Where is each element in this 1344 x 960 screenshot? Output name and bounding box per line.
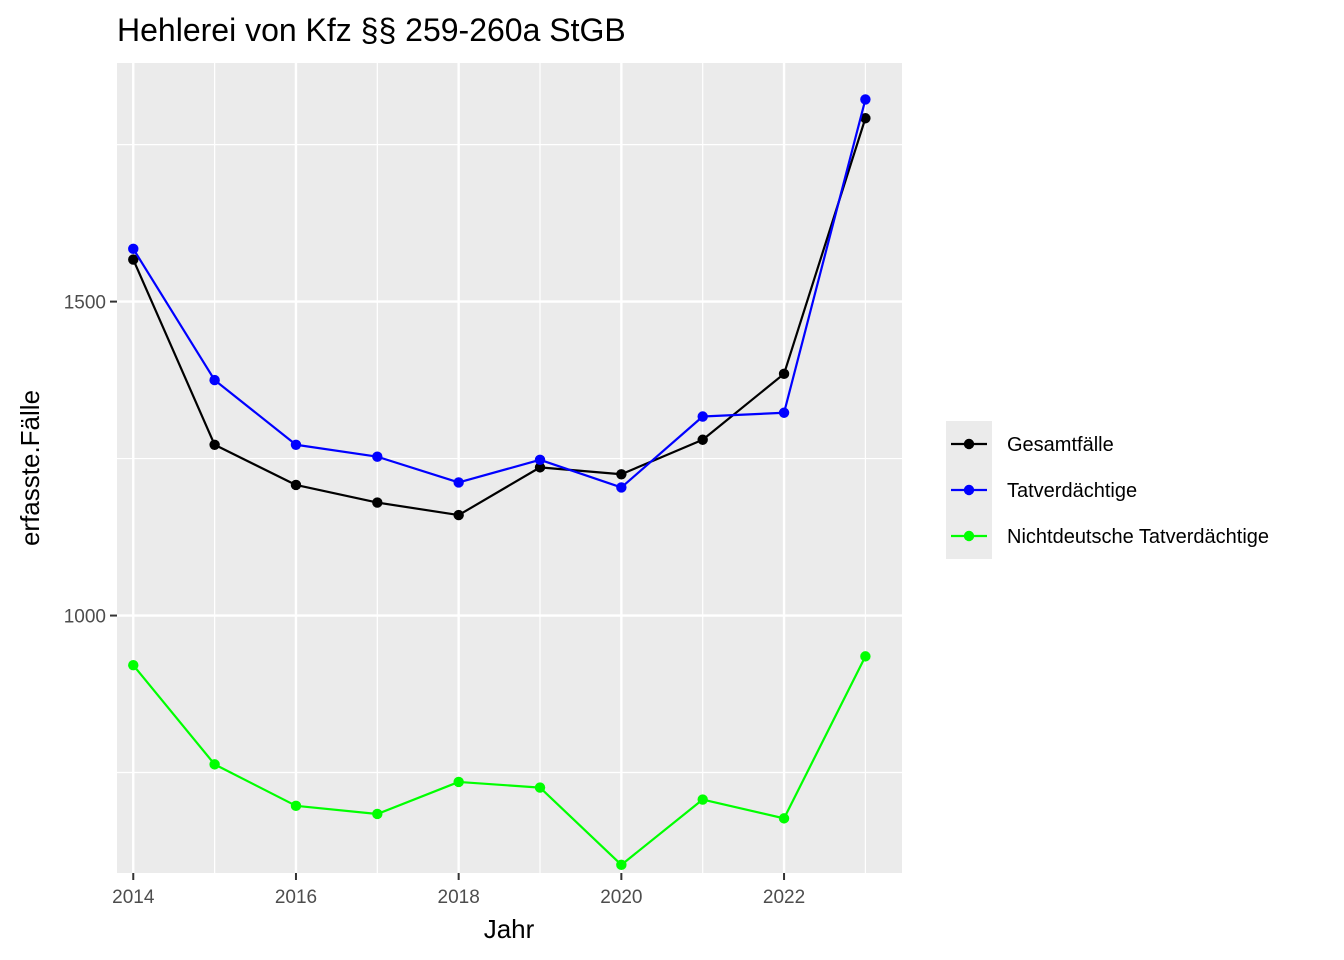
data-point [860, 651, 871, 662]
data-point [290, 439, 302, 450]
legend-item: Tatverdächtige [946, 467, 1137, 513]
data-point [860, 94, 871, 105]
data-point [128, 659, 139, 671]
y-axis: 1000 1500 [64, 293, 117, 628]
x-tick-label: 2016 [275, 887, 317, 908]
data-point [778, 407, 790, 418]
x-tick-label: 2020 [600, 887, 642, 908]
series-line [132, 655, 867, 866]
data-point [697, 794, 708, 805]
series-layer [128, 94, 871, 871]
legend: Gesamtfälle Tatverdächtige Nichtdeutsche T… [946, 421, 1269, 559]
legend-label: Gesamtfälle [1007, 434, 1114, 456]
x-tick-label: 2018 [438, 887, 480, 908]
data-point [453, 509, 464, 521]
x-axis-title: Jahr [484, 914, 535, 944]
data-point [209, 439, 220, 450]
data-point [453, 477, 464, 488]
data-point [128, 243, 139, 255]
series-group [128, 651, 871, 871]
legend-label: Nichtdeutsche Tatverdächtige [1007, 526, 1269, 548]
data-point [372, 451, 383, 462]
data-point [697, 434, 708, 445]
data-point [860, 113, 871, 124]
data-point [534, 782, 546, 793]
data-point [697, 411, 708, 422]
data-point [290, 479, 302, 491]
x-tick-label: 2022 [763, 887, 805, 908]
y-tick-label: 1500 [64, 293, 106, 314]
data-point [616, 469, 627, 480]
y-tick-label: 1000 [64, 607, 106, 628]
data-point [778, 813, 790, 824]
data-point [453, 776, 464, 788]
data-point [209, 374, 220, 386]
data-point [372, 497, 383, 508]
legend-label: Tatverdächtige [1007, 480, 1137, 502]
y-axis-title: erfasste.Fälle [15, 390, 45, 546]
series-line [132, 117, 867, 517]
legend-item: Gesamtfälle [946, 421, 1114, 467]
data-point [616, 482, 627, 493]
chart-title: Hehlerei von Kfz §§ 259-260a StGB [117, 12, 626, 48]
data-point [778, 368, 790, 380]
legend-key-point [963, 530, 975, 542]
data-point [290, 800, 302, 812]
data-point [372, 808, 383, 820]
data-point [209, 759, 220, 770]
x-tick-label: 2014 [112, 887, 155, 908]
legend-key-point [963, 484, 975, 496]
major-gridlines [117, 63, 902, 873]
series-line [132, 99, 867, 489]
series-group [128, 113, 871, 521]
legend-key-point [963, 438, 975, 450]
data-point [616, 859, 627, 871]
x-axis: 2014 2016 2018 2020 2022 [112, 873, 805, 908]
data-point [128, 254, 139, 265]
data-point [534, 462, 546, 473]
legend-item: Nichtdeutsche Tatverdächtige [946, 513, 1269, 559]
series-group [128, 94, 871, 493]
data-point [534, 454, 546, 466]
